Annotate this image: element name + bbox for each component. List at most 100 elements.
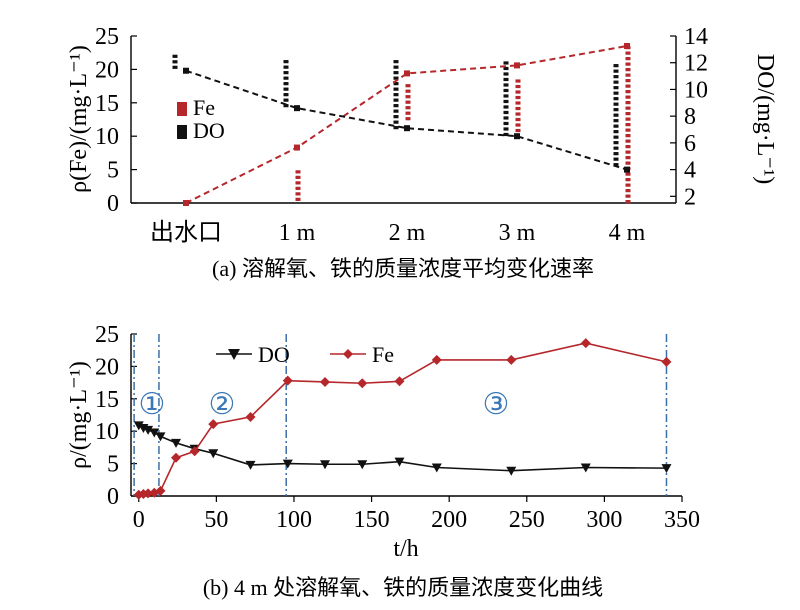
fe-point [357, 378, 368, 389]
fe-mean-point [183, 200, 189, 206]
b-x-tick-label: 50 [204, 507, 228, 533]
do-sample-mark [613, 64, 619, 68]
b-x-tick-label: 250 [509, 507, 545, 533]
fe-sample-mark [295, 186, 301, 190]
fe-sample-mark [625, 145, 631, 149]
do-mean-point [404, 125, 410, 132]
fe-point [506, 354, 517, 365]
fe-sample-mark [295, 170, 301, 174]
fe-point [580, 338, 591, 349]
fe-sample-mark [625, 117, 631, 121]
fe-sample-mark [625, 112, 631, 116]
do-point [394, 457, 405, 467]
do-sample-mark [503, 127, 509, 131]
a-right-tick-label: 10 [684, 77, 708, 103]
b-x-tick-label: 200 [431, 507, 467, 533]
do-sample-mark [613, 113, 619, 117]
b-x-tick-label: 300 [586, 507, 622, 533]
fe-mean-point [514, 62, 520, 69]
do-sample-mark [393, 126, 399, 130]
do-sample-mark [172, 65, 178, 69]
fe-sample-mark [295, 197, 301, 201]
chart-a-marks [172, 43, 631, 206]
fe-sample-mark [625, 156, 631, 160]
a-left-tick-label: 25 [95, 24, 119, 50]
fe-sample-mark [625, 106, 631, 110]
fe-sample-mark [625, 128, 631, 132]
do-sample-mark [393, 87, 399, 91]
a-left-tick-label: 15 [95, 91, 119, 117]
b-y-tick-label: 0 [107, 484, 119, 510]
fe-sample-mark [515, 123, 521, 127]
fe-sample-mark [405, 89, 411, 93]
do-sample-mark [393, 93, 399, 97]
do-sample-mark [172, 54, 178, 58]
do-sample-mark [613, 119, 619, 123]
do-point [171, 438, 182, 448]
fe-mean-line [185, 45, 628, 204]
a-right-tick-label: 6 [684, 131, 696, 157]
b-y-tick-label: 20 [95, 354, 119, 380]
do-sample-mark [393, 76, 399, 80]
do-point [320, 460, 331, 470]
fe-point [431, 354, 442, 365]
legend-do-swatch [177, 125, 187, 139]
do-sample-mark [613, 124, 619, 128]
do-point [580, 463, 591, 473]
a-category-label: 2 m [389, 220, 426, 246]
a-category-label: 1 m [279, 220, 316, 246]
do-sample-mark [503, 66, 509, 71]
do-point [155, 432, 166, 442]
do-sample-mark [503, 77, 509, 82]
do-sample-mark [283, 98, 289, 102]
b-y-tick-label: 5 [107, 452, 119, 478]
do-sample-mark [283, 104, 289, 108]
phase-3-label: ③ [483, 388, 510, 421]
fe-point [282, 375, 293, 386]
fe-sample-mark [625, 189, 631, 193]
chart-b-marks [133, 338, 672, 500]
fe-sample-mark [625, 178, 631, 182]
do-sample-mark [613, 69, 619, 73]
do-sample-mark [393, 82, 399, 86]
a-right-tick-label: 8 [684, 104, 696, 130]
do-mean-point [624, 166, 630, 173]
fe-sample-mark [625, 139, 631, 143]
a-category-label: 4 m [609, 220, 646, 246]
do-sample-mark [613, 80, 619, 84]
do-sample-mark [503, 61, 509, 65]
a-right-tick-label: 12 [684, 51, 708, 77]
b-y-tick-label: 25 [95, 322, 119, 348]
fe-sample-mark [515, 95, 521, 100]
phase-1-label: ① [139, 388, 166, 421]
do-sample-mark [503, 88, 509, 93]
fe-point [320, 376, 331, 387]
b-x-tick-label: 350 [664, 507, 700, 533]
do-sample-mark [172, 60, 178, 64]
chart-a-caption: (a) 溶解氧、铁的质量浓度平均变化速率 [212, 256, 594, 281]
legend-fe-marker [343, 349, 353, 359]
fe-sample-mark [625, 73, 631, 77]
b-x-tick-label: 150 [354, 507, 390, 533]
do-point [149, 428, 160, 438]
chart-b-y-axis-title: ρ/(mg·L⁻¹) [66, 361, 92, 469]
a-left-tick-label: 10 [95, 124, 119, 150]
fe-sample-mark [625, 150, 631, 154]
a-left-tick-label: 20 [95, 57, 119, 83]
b-x-tick-label: 0 [133, 507, 145, 533]
fe-sample-mark [295, 181, 301, 185]
do-mean-point [183, 67, 189, 74]
legend-fe-label: Fe [193, 95, 215, 120]
fe-point [208, 419, 219, 430]
fe-sample-mark [625, 57, 631, 61]
fe-sample-mark [625, 200, 631, 204]
do-sample-mark [503, 72, 509, 76]
do-sample-mark [613, 163, 619, 167]
a-left-tick-label: 0 [107, 191, 119, 217]
do-sample-mark [283, 87, 289, 91]
do-sample-mark [503, 105, 509, 109]
b-x-tick-label: 100 [276, 507, 312, 533]
